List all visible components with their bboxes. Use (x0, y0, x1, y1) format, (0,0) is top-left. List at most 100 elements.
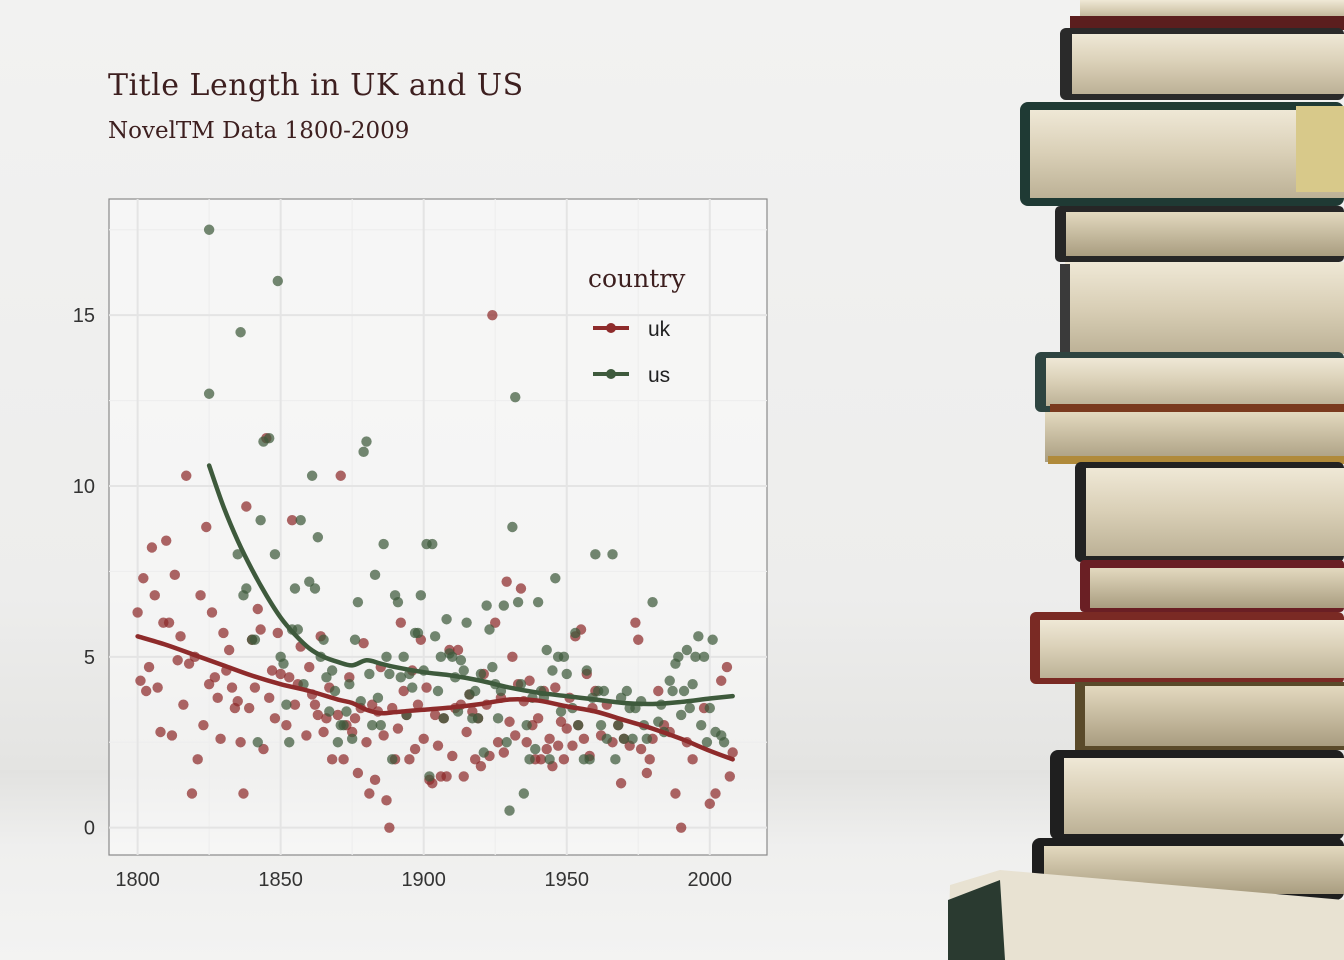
point-uk (338, 754, 349, 765)
point-us (326, 665, 338, 676)
point-uk (281, 719, 292, 731)
chart-title: Title Length in UK and US (108, 68, 524, 103)
point-uk (352, 767, 364, 779)
point-uk (238, 788, 249, 799)
point-uk (510, 730, 521, 741)
point-us (613, 719, 624, 731)
point-us (572, 719, 584, 731)
legend-key-us-dot (606, 369, 616, 379)
point-uk (721, 661, 733, 673)
point-us (332, 737, 344, 748)
point-uk (727, 747, 738, 758)
point-uk (644, 754, 655, 765)
point-us (447, 651, 458, 663)
point-us (475, 668, 487, 680)
point-uk (203, 678, 215, 690)
point-us (550, 573, 561, 584)
point-us (610, 754, 621, 765)
point-uk (544, 733, 555, 745)
point-us (512, 596, 524, 608)
point-uk (241, 501, 252, 512)
point-us (696, 719, 707, 731)
point-us (346, 733, 358, 745)
point-uk (178, 699, 189, 710)
point-us (249, 634, 261, 645)
y-tick-label: 15 (73, 305, 95, 327)
point-us (352, 596, 364, 608)
point-uk (498, 747, 509, 758)
chart-subtitle: NovelTM Data 1800-2009 (108, 118, 410, 144)
point-uk (269, 713, 281, 724)
point-us (618, 733, 630, 745)
point-us (361, 436, 372, 447)
point-uk (716, 675, 727, 686)
point-us (510, 391, 521, 403)
point-uk (567, 740, 578, 751)
point-us (570, 627, 581, 639)
point-us (395, 672, 407, 683)
point-uk (452, 644, 464, 656)
point-uk (521, 737, 532, 748)
point-us (584, 754, 595, 765)
point-uk (532, 713, 544, 724)
point-uk (146, 542, 158, 553)
point-us (515, 678, 527, 690)
point-uk (192, 754, 203, 765)
point-uk (418, 733, 429, 745)
point-us (429, 631, 441, 642)
point-us (621, 685, 633, 697)
point-us (607, 549, 618, 560)
point-us (381, 651, 392, 663)
point-us (704, 702, 715, 714)
point-uk (284, 672, 295, 683)
point-us (341, 706, 352, 717)
point-us (678, 685, 690, 697)
point-uk (318, 726, 329, 738)
point-uk (169, 569, 180, 581)
point-us (369, 569, 381, 581)
point-uk (633, 634, 644, 645)
point-us (398, 651, 409, 663)
point-uk (490, 617, 501, 628)
point-uk (289, 699, 301, 710)
point-uk (412, 699, 424, 710)
point-uk (195, 590, 206, 601)
point-uk (161, 535, 172, 546)
point-uk (653, 685, 664, 697)
point-uk (630, 617, 641, 628)
point-uk (710, 788, 721, 799)
point-us (547, 665, 558, 676)
point-uk (301, 730, 312, 741)
point-uk (361, 737, 372, 748)
point-uk (501, 576, 512, 587)
point-us (367, 719, 378, 731)
point-us (364, 668, 375, 680)
point-us (432, 685, 444, 697)
point-uk (392, 723, 404, 734)
legend: country uk us (588, 264, 686, 387)
point-uk (155, 726, 166, 738)
point-us (498, 600, 509, 611)
point-us (203, 388, 215, 399)
point-us (541, 644, 552, 656)
point-us (387, 754, 398, 765)
point-uk (175, 631, 186, 642)
point-us (461, 617, 472, 628)
point-us (598, 685, 610, 697)
point-uk (206, 607, 218, 618)
point-us (558, 651, 570, 663)
point-us (321, 672, 332, 683)
point-uk (555, 716, 567, 727)
point-uk (286, 514, 298, 526)
point-us (667, 685, 678, 697)
point-uk (181, 470, 192, 481)
legend-title: country (588, 264, 686, 293)
point-uk (461, 726, 472, 738)
point-uk (264, 692, 275, 704)
point-uk (304, 661, 315, 673)
trend-line-uk (135, 634, 735, 762)
point-uk (255, 624, 266, 635)
x-tick-label: 2000 (688, 869, 733, 891)
point-us (675, 709, 687, 721)
